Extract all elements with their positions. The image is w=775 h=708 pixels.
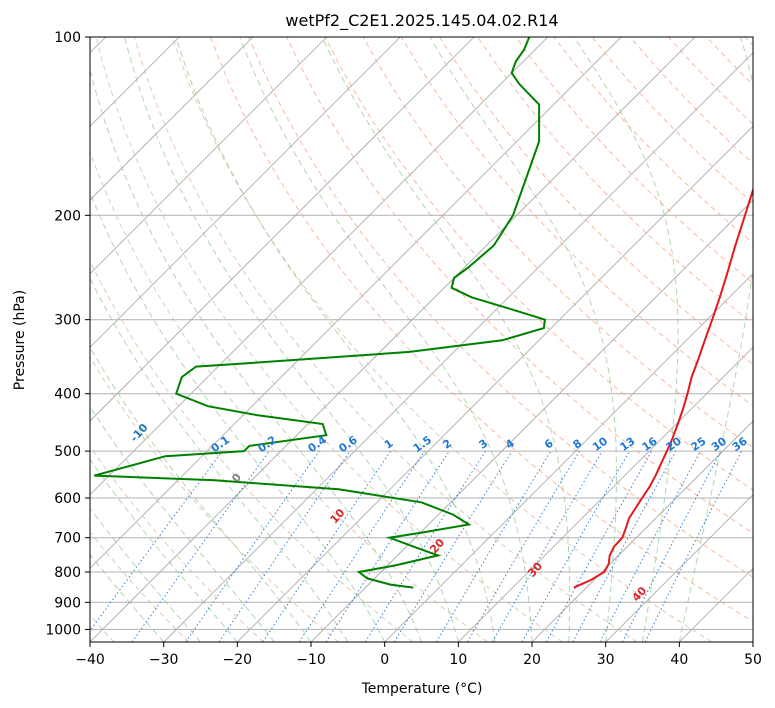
mixing-ratio-line [393, 450, 513, 642]
dry-adiabat [90, 445, 264, 642]
moist-adiabat [90, 507, 201, 642]
moist-adiabat [90, 277, 349, 642]
moist-adiabat [321, 37, 571, 642]
dewpoint-trace [94, 37, 546, 589]
isotherm-line [90, 37, 327, 275]
y-tick-label: 500 [54, 444, 81, 460]
isotherm-line [90, 37, 622, 569]
isotherm-line [90, 37, 254, 201]
x-tick-label: 40 [670, 652, 688, 668]
dry-adiabat [133, 37, 638, 642]
y-tick-label: 1000 [45, 622, 81, 638]
moist-adiabat [90, 405, 275, 642]
dry-adiabat [438, 37, 753, 366]
moist-adiabat [678, 37, 753, 642]
mixing-ratio-line [325, 450, 450, 642]
mixing-ratio-line [545, 450, 653, 642]
isotherm-line [90, 37, 548, 496]
moist-adiabat [90, 190, 386, 642]
x-axis-label: Temperature (°C) [361, 681, 483, 697]
y-tick-label: 100 [54, 30, 81, 46]
dry-adiabat [210, 37, 753, 623]
mixing-ratio-line [572, 450, 677, 642]
mixing-ratio-line [298, 450, 425, 642]
y-tick-label: 300 [54, 313, 81, 329]
isotherm-line [90, 37, 401, 348]
isotherm-line [90, 37, 475, 422]
mixing-ratio-line [185, 450, 320, 642]
moist-adiabat [573, 37, 679, 642]
y-tick-label: 700 [54, 531, 81, 547]
axes: −40 −30 −20 −10 0 10 20 30 40 50 100 200 300 400 500 60… [45, 30, 762, 668]
mixing-ratio-line [521, 450, 630, 642]
dry-adiabat [515, 37, 753, 284]
x-tick-label: 30 [597, 652, 615, 668]
y-tick-label: 800 [54, 565, 81, 581]
dry-adiabat [286, 37, 753, 534]
x-tick-label: 0 [380, 652, 389, 668]
moist-adiabat [90, 67, 422, 642]
y-tick-label: 400 [54, 387, 81, 403]
dry-adiabat [171, 37, 712, 642]
y-tick-label: 900 [54, 595, 81, 611]
isotherm-line [237, 125, 753, 642]
mixing-ratio-line [218, 450, 351, 642]
isotherm-line [605, 494, 753, 642]
moist-adiabat [90, 346, 312, 642]
mixing-ratio-line [262, 450, 392, 642]
dry-adiabat [248, 37, 753, 578]
moist-adiabat [239, 37, 533, 642]
x-tick-label: −30 [149, 652, 179, 668]
dry-adiabat [95, 37, 563, 642]
y-axis-label: Pressure (hPa) [12, 290, 28, 390]
y-tick-label: 600 [54, 491, 81, 507]
moist-adiabat [90, 458, 238, 642]
moist-adiabat [124, 37, 459, 642]
moist-adiabat [175, 37, 496, 642]
mixing-ratio-line [90, 450, 223, 632]
plot-frame [89, 36, 754, 643]
chart-title: wetPf2_C2E1.2025.145.04.02.R14 [285, 11, 558, 31]
x-tick-label: 50 [744, 652, 762, 668]
y-tick-label: 200 [54, 208, 81, 224]
x-tick-label: 20 [523, 652, 541, 668]
dry-adiabat [90, 531, 190, 642]
dry-adiabat [400, 37, 753, 407]
plot-area: 0.10.20.40.611.52346810131620253036-100-… [90, 37, 753, 642]
isotherm-line [458, 346, 753, 642]
x-tick-label: −40 [75, 652, 105, 668]
dry-adiabat [90, 259, 414, 642]
isotherm-line [531, 420, 753, 642]
moist-adiabat [90, 553, 165, 642]
temperature-trace [573, 186, 753, 589]
x-tick-label: −20 [223, 652, 253, 668]
x-tick-label: 10 [449, 652, 467, 668]
mixing-ratio-line [644, 450, 743, 642]
x-tick-label: −10 [296, 652, 326, 668]
mixing-ratio-line [131, 450, 270, 642]
dry-adiabat [90, 356, 339, 642]
isotherm-line [384, 273, 753, 642]
isotherm-line [163, 52, 753, 642]
moist-adiabat [429, 37, 617, 642]
